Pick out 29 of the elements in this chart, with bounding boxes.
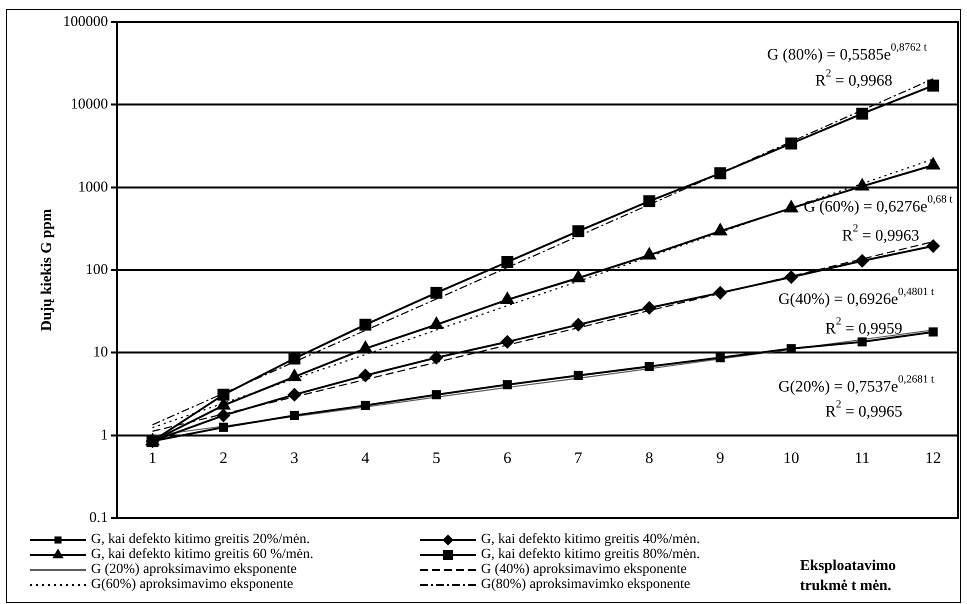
x-axis-title: Eksploatavimo trukmė t mėn. — [800, 557, 896, 596]
x-tick-label: 1 — [148, 450, 156, 468]
x-tick-label: 12 — [925, 450, 942, 468]
x-tick-label: 2 — [219, 450, 228, 468]
legend-label: G, kai defekto kitimo greitis 60 %/mėn. — [91, 547, 314, 562]
y-tick-label: 0.1 — [89, 510, 108, 526]
legend-label: G(80%) aproksimavimko eksponente — [481, 577, 690, 592]
y-tick-label: 10 — [93, 344, 108, 361]
legend-label: G (40%) aproksimavimo eksponente — [481, 562, 687, 577]
x-tick-label: 11 — [854, 450, 870, 468]
x-tick-label: 7 — [574, 450, 582, 468]
y-tick-label: 100000 — [63, 14, 108, 30]
legend-label: G, kai defekto kitimo greitis 80%/mėn. — [481, 547, 700, 562]
x-tick-label: 9 — [716, 450, 724, 468]
y-axis-title: Dujų kiekis G ppm — [38, 208, 55, 332]
y-tick-label: 10000 — [70, 96, 108, 113]
legend-label: G, kai defekto kitimo greitis 20%/mėn. — [91, 532, 310, 547]
x-tick-label: 8 — [645, 450, 654, 468]
x-tick-label: 4 — [361, 450, 370, 468]
legend-label: G (20%) aproksimavimo eksponente — [91, 562, 297, 577]
y-tick-label: 1 — [100, 427, 108, 444]
x-tick-label: 6 — [503, 450, 512, 468]
x-tick-label: 3 — [290, 450, 298, 468]
y-tick-label: 100 — [86, 262, 108, 278]
y-tick-label: 1000 — [78, 179, 108, 196]
legend-label: G(60%) aproksimavimo eksponente — [91, 577, 294, 592]
legend-label: G, kai defekto kitimo greitis 40%/mėn. — [481, 532, 700, 547]
x-tick-label: 5 — [432, 450, 440, 468]
x-tick-label: 10 — [783, 450, 800, 468]
